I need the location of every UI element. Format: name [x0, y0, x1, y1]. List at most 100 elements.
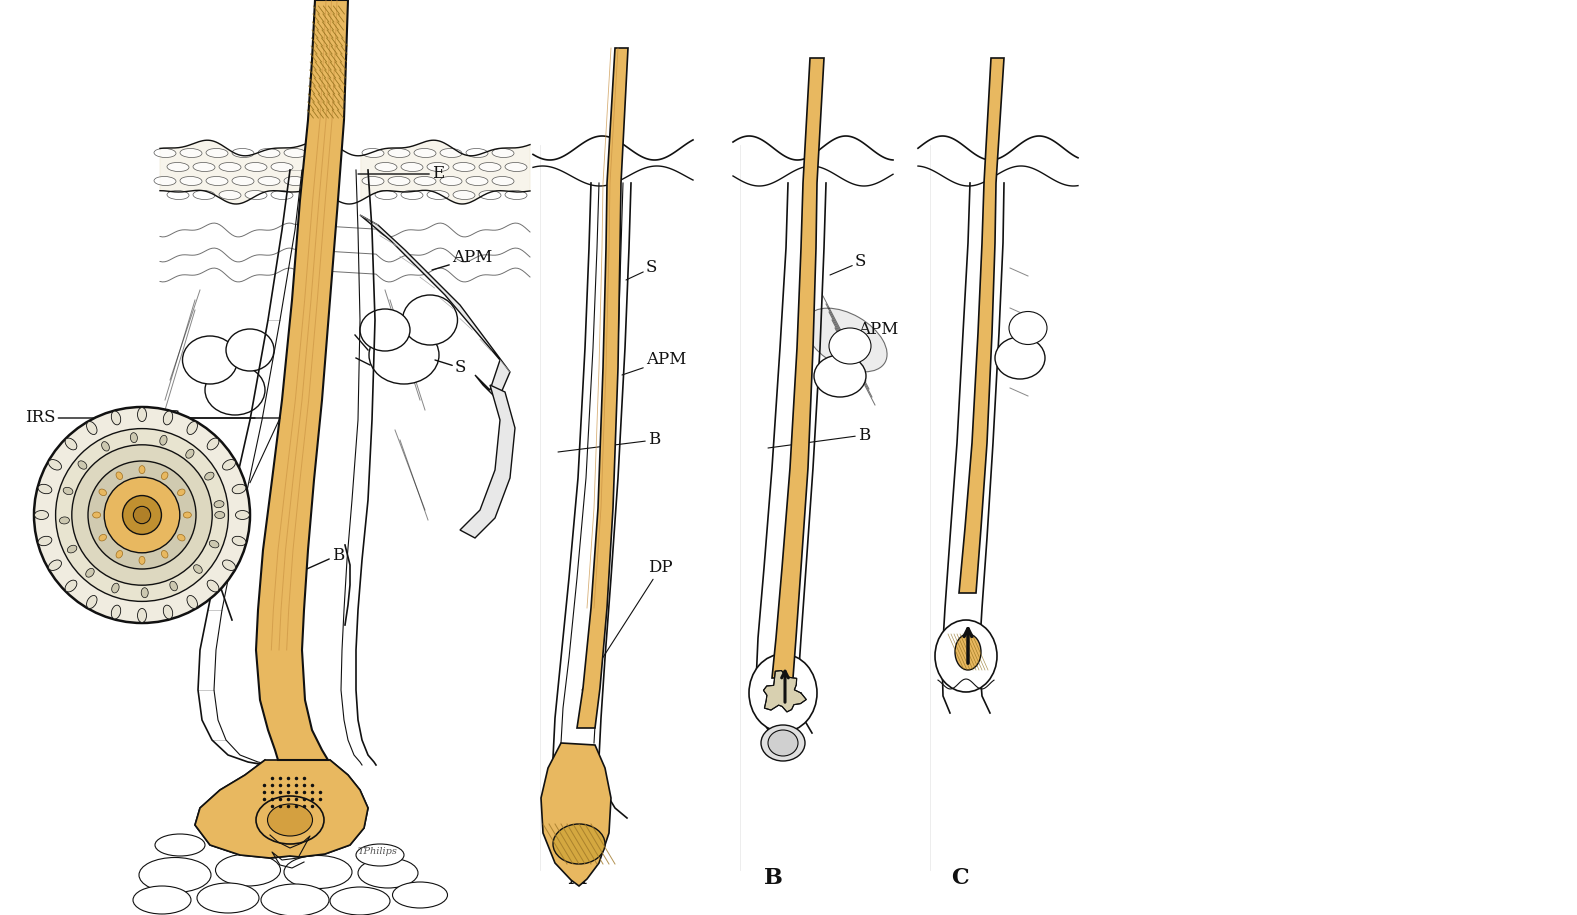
Ellipse shape: [167, 190, 189, 199]
Ellipse shape: [188, 422, 197, 435]
Ellipse shape: [68, 545, 77, 553]
Ellipse shape: [63, 488, 73, 495]
Ellipse shape: [440, 177, 462, 186]
Text: DP: DP: [582, 559, 673, 690]
Polygon shape: [763, 671, 806, 712]
Ellipse shape: [155, 148, 177, 157]
Ellipse shape: [87, 596, 98, 608]
Polygon shape: [460, 385, 516, 538]
Circle shape: [35, 407, 251, 623]
Ellipse shape: [222, 459, 235, 470]
Ellipse shape: [479, 190, 501, 199]
Ellipse shape: [505, 163, 527, 171]
Ellipse shape: [161, 472, 169, 479]
Ellipse shape: [77, 461, 87, 469]
Ellipse shape: [117, 472, 123, 479]
Ellipse shape: [49, 560, 62, 570]
Text: APM: APM: [432, 250, 492, 270]
Ellipse shape: [956, 634, 981, 670]
Ellipse shape: [180, 148, 202, 157]
Ellipse shape: [132, 886, 191, 914]
Ellipse shape: [170, 581, 178, 591]
Text: S: S: [626, 260, 658, 280]
Ellipse shape: [244, 163, 267, 171]
Text: B: B: [768, 426, 871, 448]
Ellipse shape: [183, 336, 238, 384]
Ellipse shape: [197, 883, 259, 913]
Ellipse shape: [131, 433, 137, 443]
Ellipse shape: [358, 858, 418, 888]
Ellipse shape: [935, 620, 997, 692]
Ellipse shape: [178, 534, 185, 541]
Text: B: B: [763, 867, 782, 889]
Ellipse shape: [268, 804, 312, 836]
Ellipse shape: [762, 725, 804, 761]
Ellipse shape: [159, 436, 167, 446]
Ellipse shape: [38, 536, 52, 545]
Ellipse shape: [1009, 311, 1047, 345]
Ellipse shape: [205, 365, 265, 415]
Text: APM: APM: [845, 321, 899, 345]
Ellipse shape: [178, 489, 185, 496]
Ellipse shape: [87, 422, 98, 435]
Text: B: B: [558, 432, 661, 452]
Ellipse shape: [35, 511, 49, 520]
Ellipse shape: [232, 484, 246, 494]
Ellipse shape: [65, 580, 77, 592]
Ellipse shape: [479, 163, 501, 171]
Ellipse shape: [65, 438, 77, 450]
Ellipse shape: [210, 541, 219, 548]
Ellipse shape: [415, 148, 435, 157]
Ellipse shape: [38, 484, 52, 494]
Ellipse shape: [363, 148, 383, 157]
Ellipse shape: [255, 796, 323, 844]
Text: C: C: [951, 867, 968, 889]
Ellipse shape: [85, 568, 95, 577]
Ellipse shape: [427, 163, 449, 171]
Ellipse shape: [363, 177, 383, 186]
Polygon shape: [360, 215, 509, 400]
Ellipse shape: [232, 536, 246, 545]
Ellipse shape: [284, 856, 352, 888]
Ellipse shape: [505, 190, 527, 199]
Ellipse shape: [112, 411, 121, 425]
Ellipse shape: [427, 190, 449, 199]
Circle shape: [123, 496, 161, 534]
Ellipse shape: [232, 177, 254, 186]
Ellipse shape: [369, 326, 438, 384]
Ellipse shape: [139, 466, 145, 474]
Text: IRS: IRS: [200, 557, 230, 578]
Ellipse shape: [60, 517, 69, 524]
Ellipse shape: [180, 177, 202, 186]
Ellipse shape: [284, 148, 306, 157]
Ellipse shape: [207, 438, 219, 450]
Ellipse shape: [259, 177, 281, 186]
Ellipse shape: [401, 190, 423, 199]
Ellipse shape: [164, 605, 173, 619]
Ellipse shape: [139, 556, 145, 565]
Text: ORS: ORS: [142, 410, 281, 426]
Text: E: E: [358, 166, 445, 182]
Ellipse shape: [259, 148, 281, 157]
Ellipse shape: [194, 565, 202, 574]
Ellipse shape: [192, 190, 214, 199]
Ellipse shape: [467, 177, 487, 186]
Ellipse shape: [205, 472, 214, 480]
Ellipse shape: [271, 190, 293, 199]
Ellipse shape: [271, 163, 293, 171]
Text: S: S: [435, 360, 467, 376]
Ellipse shape: [99, 534, 107, 541]
Ellipse shape: [186, 449, 194, 458]
Ellipse shape: [112, 605, 121, 619]
Ellipse shape: [192, 163, 214, 171]
Ellipse shape: [161, 551, 169, 558]
Ellipse shape: [93, 512, 101, 518]
Ellipse shape: [749, 654, 817, 732]
Ellipse shape: [235, 511, 249, 520]
Ellipse shape: [99, 489, 107, 496]
Circle shape: [88, 461, 196, 569]
Text: B: B: [300, 546, 344, 572]
Ellipse shape: [188, 596, 197, 608]
Ellipse shape: [137, 407, 147, 422]
Ellipse shape: [330, 887, 390, 915]
